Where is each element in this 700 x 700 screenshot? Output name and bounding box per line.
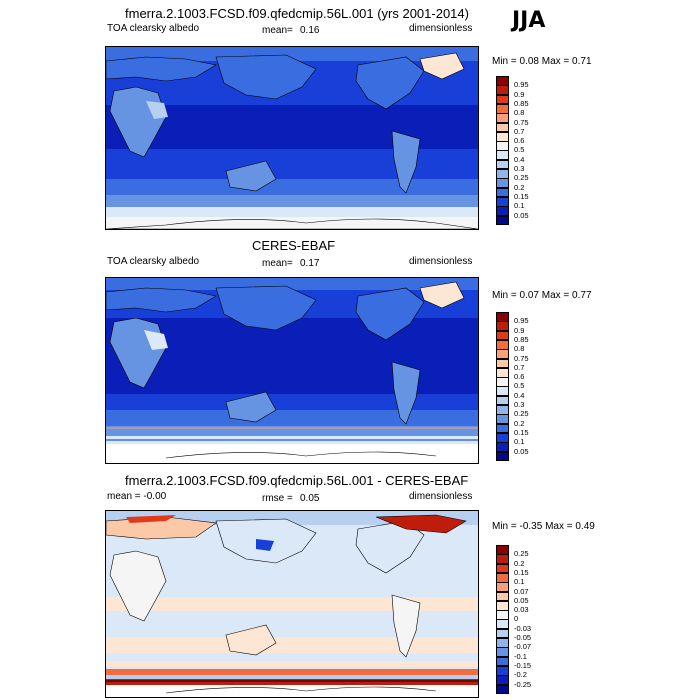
panel3-minmax: Min = -0.35 Max = 0.49 (492, 521, 595, 532)
panel1-minmax: Min = 0.08 Max = 0.71 (492, 56, 592, 67)
colorbar-swatch (496, 206, 509, 216)
colorbar-tick-label: 0 (514, 614, 519, 624)
colorbar-tick-label: 0.25 (514, 173, 529, 183)
colorbar-tick-label: 0.15 (514, 191, 529, 201)
colorbar-tick-label: 0.6 (514, 372, 525, 382)
panel3-rmse-label: rmse = (262, 493, 293, 504)
colorbar-tick-label: 0.9 (514, 325, 525, 335)
panel2-mean-label: mean= (262, 258, 293, 269)
colorbar-tick-label: 0.2 (514, 182, 525, 192)
colorbar-tick-label: 0.03 (514, 605, 529, 615)
colorbar-tick-label: 0.5 (514, 381, 525, 391)
colorbar-swatch (496, 628, 509, 639)
colorbar-swatch (496, 395, 509, 406)
colorbar-swatch (496, 675, 509, 685)
panel2-title: CERES-EBAF (252, 238, 336, 253)
colorbar-tick-label: 0.05 (514, 210, 529, 220)
colorbar-swatch (496, 582, 509, 592)
panel2-variable-label: TOA clearsky albedo (107, 256, 200, 267)
colorbar-tick-label: 0.1 (514, 437, 525, 447)
colorbar-tick-label: -0.05 (514, 633, 532, 642)
panel2-map (105, 277, 479, 464)
panel3-title: fmerra.2.1003.FCSD.f09.qfedcmip.56L.001 … (125, 473, 469, 488)
colorbar-tick-label: -0.25 (514, 679, 532, 689)
colorbar-tick-label: -0.2 (514, 670, 527, 680)
colorbar-tick-label: -0.07 (514, 642, 532, 652)
panel2-colorbar: 0.95 0.9 0.85 0.8 0.75 0.7 0.6 0.5 0.4 0.3 0.25 0.2… (496, 312, 556, 462)
panel2-minmax: Min = 0.07 Max = 0.77 (492, 290, 592, 301)
panel3-units: dimensionless (409, 491, 473, 502)
panel3-rmse-value: 0.05 (300, 493, 320, 504)
colorbar-tick-label: 0.75 (514, 353, 529, 363)
colorbar-swatch (496, 442, 509, 452)
season-label: JJA (512, 8, 546, 33)
colorbar-tick-label: 0.8 (514, 344, 525, 354)
colorbar-tick-label: -0.03 (514, 623, 532, 633)
panel1-variable-label: TOA clearsky albedo (107, 23, 200, 34)
colorbar-swatch (496, 451, 509, 462)
colorbar-tick-label: 0.05 (514, 446, 529, 456)
colorbar-tick-label: 0.4 (514, 154, 525, 164)
panel1-mean-value: 0.16 (300, 25, 320, 36)
colorbar-swatch (496, 159, 509, 170)
colorbar-tick-label: 0.95 (514, 80, 529, 90)
colorbar-tick-label: 0.15 (514, 567, 529, 577)
panel1-map (105, 46, 479, 230)
colorbar-tick-label: 0.2 (514, 558, 525, 568)
colorbar-tick-label: 0.95 (514, 316, 529, 326)
colorbar-tick-label: 0.3 (514, 164, 525, 173)
colorbar-swatch (496, 113, 509, 123)
colorbar-tick-label: 0.7 (514, 362, 525, 372)
colorbar-swatch (496, 215, 509, 226)
panel3-colorbar: 0.25 0.2 0.15 0.1 0.07 0.05 0.03 0 -0.03 -0.05 -0.… (496, 545, 556, 695)
colorbar-tick-label: 0.5 (514, 145, 525, 155)
panel3-map (105, 510, 479, 698)
colorbar-swatch (496, 349, 509, 359)
colorbar-tick-label: 0.8 (514, 108, 525, 118)
colorbar-swatch (496, 684, 509, 695)
colorbar-tick-label: 0.05 (514, 595, 529, 605)
panel2-mean-value: 0.17 (300, 258, 320, 269)
panel1-mean-label: mean= (262, 25, 293, 36)
panel3-map-graphic (106, 511, 478, 697)
colorbar-tick-label: 0.6 (514, 136, 525, 146)
colorbar-tick-label: 0.9 (514, 89, 525, 99)
panel1-units: dimensionless (409, 23, 473, 34)
colorbar-tick-label: 0.85 (514, 98, 529, 108)
colorbar-tick-label: 0.3 (514, 400, 525, 409)
colorbar-tick-label: 0.7 (514, 126, 525, 136)
colorbar-tick-label: 0.2 (514, 418, 525, 428)
colorbar-tick-label: 0.25 (514, 409, 529, 419)
panel1-title: fmerra.2.1003.FCSD.f09.qfedcmip.56L.001 … (125, 6, 469, 21)
panel3-mean-label: mean = -0.00 (107, 491, 167, 502)
colorbar-tick-label: -0.15 (514, 660, 532, 670)
colorbar-tick-label: 0.25 (514, 549, 529, 559)
colorbar-tick-label: -0.1 (514, 651, 527, 661)
panel2-map-graphic (106, 278, 478, 463)
colorbar-tick-label: 0.07 (514, 586, 529, 596)
panel1-map-graphic (106, 47, 478, 229)
colorbar-tick-label: 0.75 (514, 117, 529, 127)
colorbar-tick-label: 0.1 (514, 201, 525, 211)
colorbar-tick-label: 0.15 (514, 427, 529, 437)
colorbar-tick-label: 0.1 (514, 577, 525, 587)
panel1-colorbar: 0.95 0.9 0.85 0.8 0.75 0.7 0.6 0.5 0.4 0.3 0.25 0.2… (496, 76, 556, 226)
panel2-units: dimensionless (409, 256, 473, 267)
colorbar-tick-label: 0.85 (514, 334, 529, 344)
colorbar-tick-label: 0.4 (514, 390, 525, 400)
